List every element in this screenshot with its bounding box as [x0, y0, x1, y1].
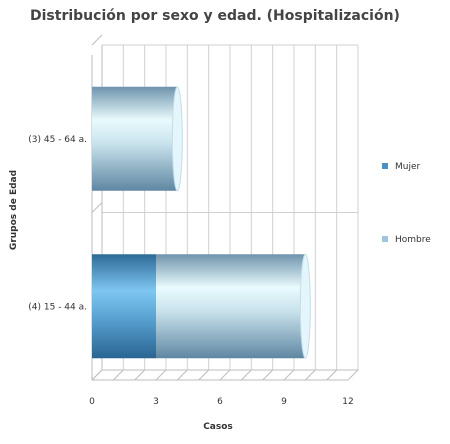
floor-line — [155, 369, 167, 381]
floor-line — [112, 369, 124, 381]
floor-line — [134, 369, 146, 381]
y-axis-title: Grupos de Edad — [9, 170, 19, 250]
chart-title: Distribución por sexo y edad. (Hospitali… — [30, 8, 400, 24]
legend: Mujer Hombre — [382, 162, 431, 245]
legend-swatch — [382, 236, 388, 242]
y-tick-label: (4) 15 - 44 a. — [28, 302, 87, 312]
bar-body — [156, 254, 306, 359]
legend-item-mujer[interactable]: Mujer — [382, 162, 421, 172]
x-tick-label: 12 — [342, 397, 353, 407]
x-axis-title: Casos — [203, 422, 233, 432]
x-ticks: 0 3 6 9 12 — [89, 397, 354, 407]
legend-label: Hombre — [395, 235, 431, 245]
x-tick-label: 0 — [89, 397, 95, 407]
side-tick — [91, 202, 103, 213]
legend-item-hombre[interactable]: Hombre — [382, 235, 431, 245]
bar-body — [92, 254, 156, 359]
floor-line — [347, 369, 359, 381]
floor-line — [219, 369, 231, 381]
bar-end-cap-1 — [299, 253, 311, 359]
bar-hombre-0 — [92, 86, 178, 191]
side-tick — [91, 369, 103, 381]
y-tick-label: (3) 45 - 64 a. — [28, 135, 87, 145]
floor-line — [198, 369, 210, 381]
bar-body — [92, 86, 178, 191]
legend-swatch — [382, 163, 388, 169]
floor-line — [240, 369, 252, 381]
x-tick-label: 3 — [153, 397, 159, 407]
floor-line — [262, 369, 274, 381]
floor-line — [283, 369, 295, 381]
side-tick — [91, 34, 103, 46]
bar-end-cap-0 — [171, 86, 183, 192]
floor-line — [304, 369, 316, 381]
y-ticks: (3) 45 - 64 a. (4) 15 - 44 a. — [28, 135, 87, 313]
bar-hombre-1 — [156, 254, 306, 359]
x-tick-label: 6 — [217, 397, 223, 407]
floor-line — [326, 369, 338, 381]
bar-mujer-1 — [92, 254, 156, 359]
floor-line — [176, 369, 188, 381]
bars — [92, 86, 311, 359]
legend-label: Mujer — [395, 162, 421, 172]
x-tick-label: 9 — [281, 397, 287, 407]
